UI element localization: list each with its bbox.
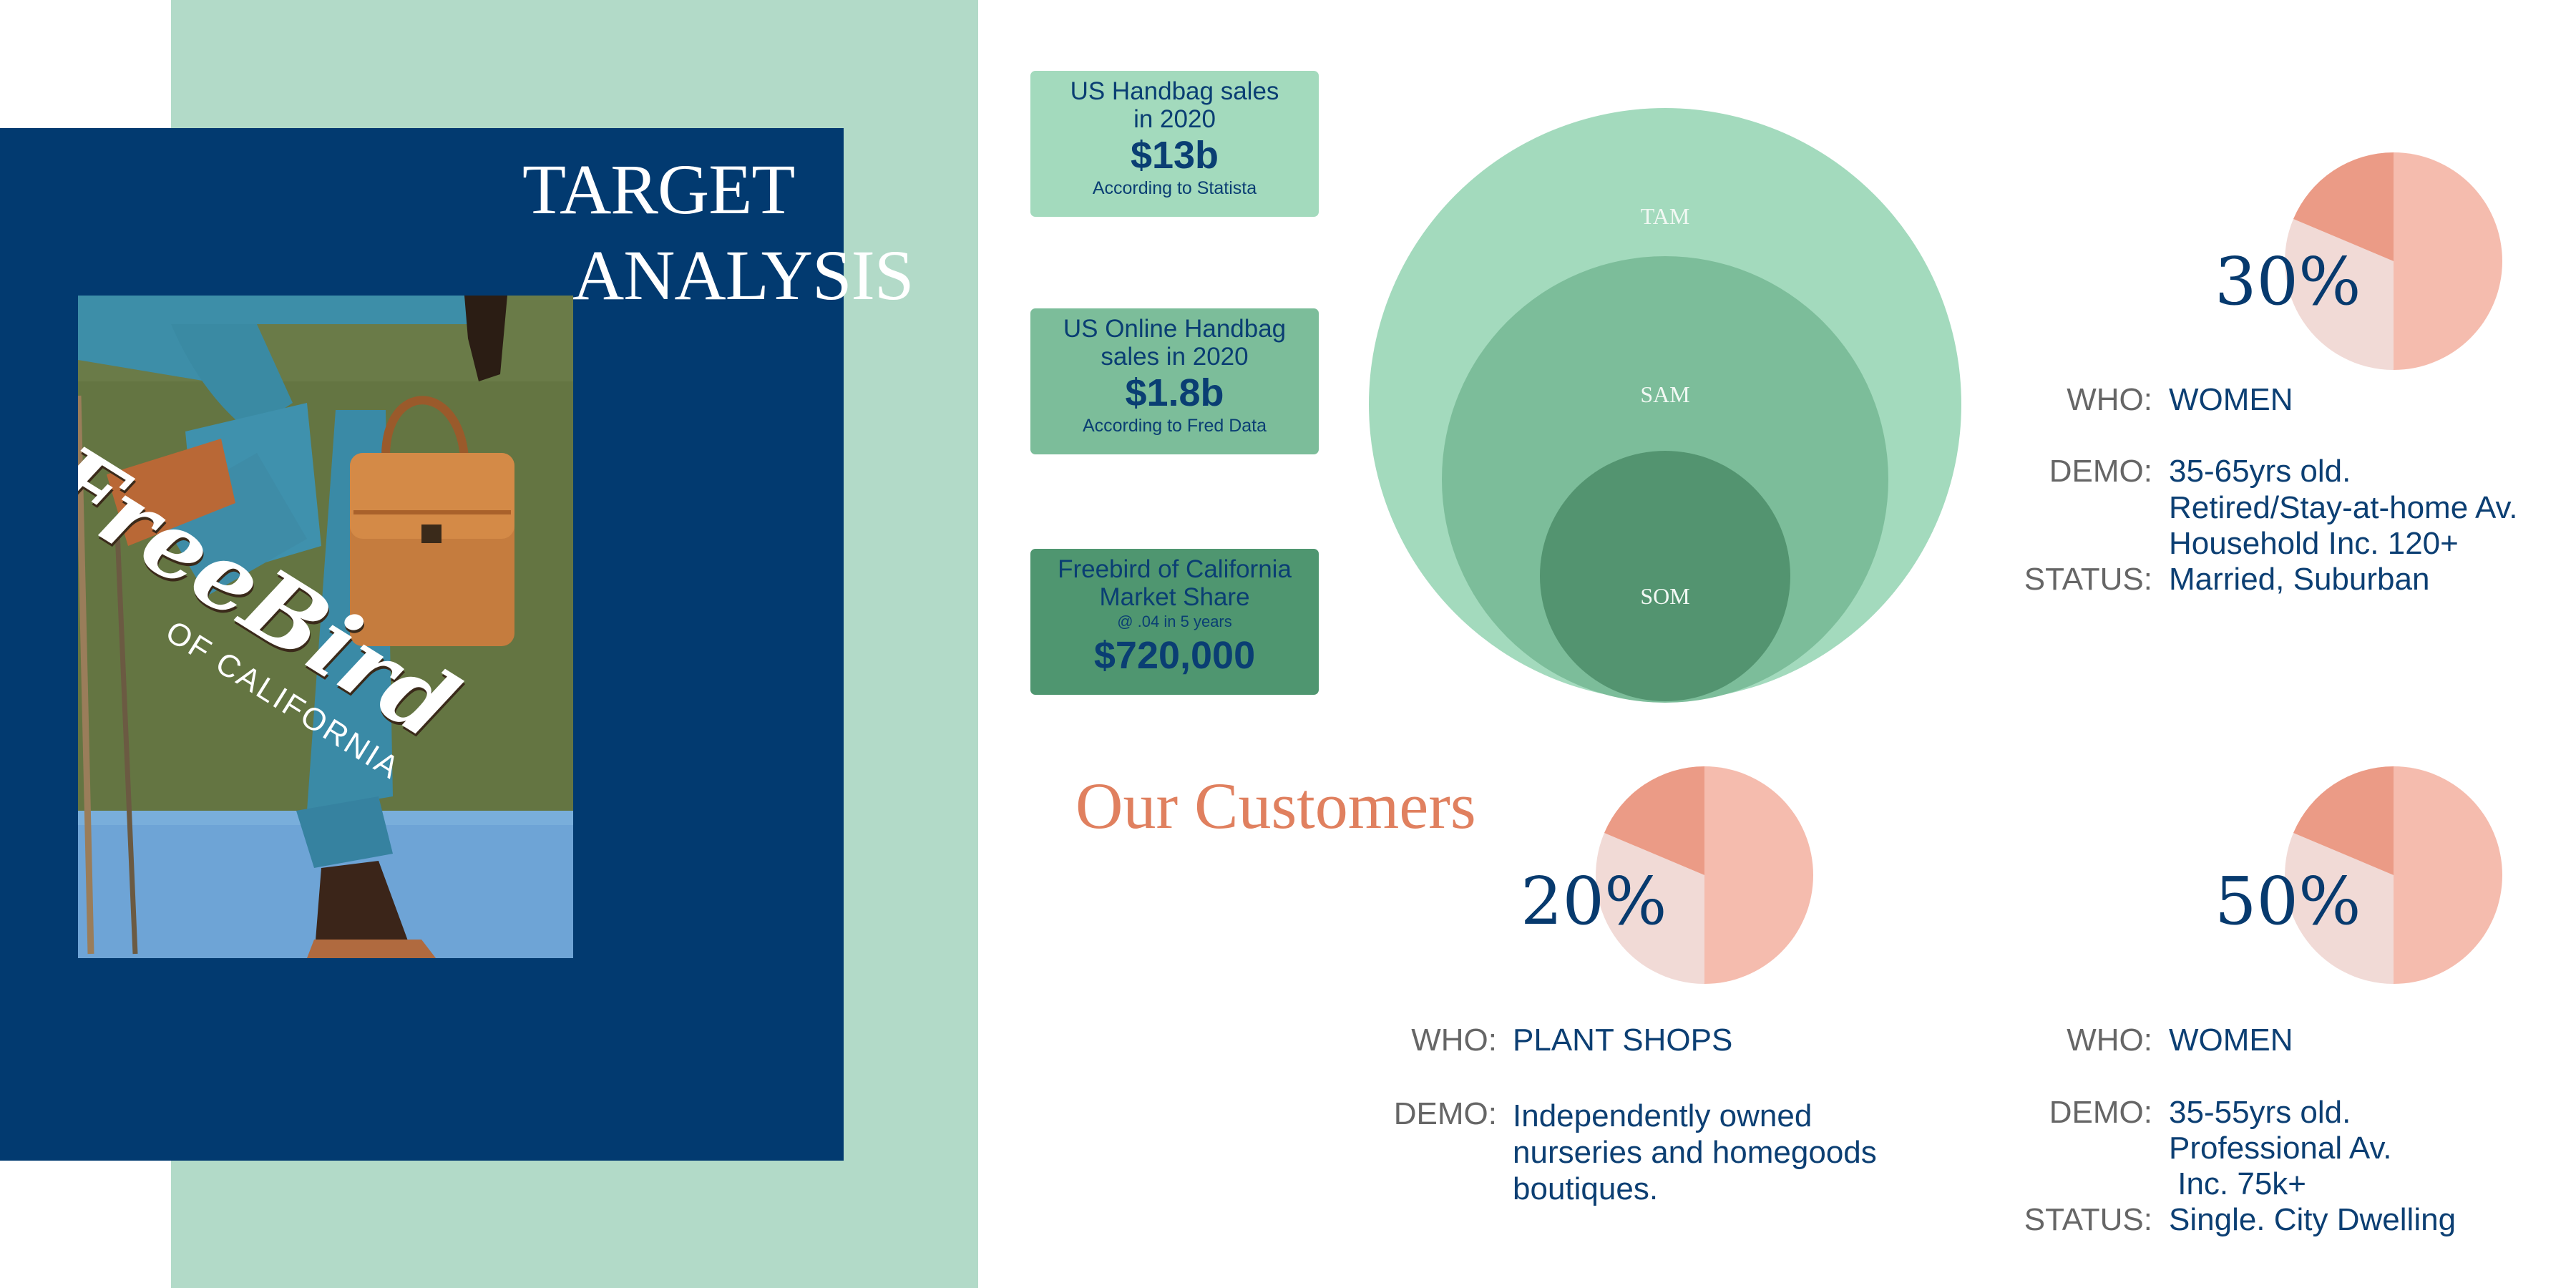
- segment-2-demo-line-2: nurseries and homegoods: [1513, 1135, 1877, 1170]
- tam-sam-som-diagram: TAM SAM SOM: [1369, 108, 1961, 703]
- segment-percent-50: 50%: [2215, 863, 2361, 940]
- customer-pie-plant-shops: [1596, 766, 1813, 984]
- segment-percent-20: 20%: [1521, 863, 1667, 940]
- segment-1-status-label: STATUS:: [2024, 562, 2152, 597]
- som-circle: [1540, 451, 1790, 701]
- segment-1-demo-line-1: 35-65yrs old.: [2169, 454, 2351, 489]
- stat-card-line-2: Market Share: [1099, 582, 1250, 611]
- segment-2-demo-label: DEMO:: [1393, 1096, 1497, 1131]
- segment-3-status-label: STATUS:: [2024, 1202, 2152, 1237]
- tam-label: TAM: [1641, 203, 1690, 229]
- handbag-photo: FreeBird OF CALIFORNIA: [78, 296, 573, 958]
- stat-card-market-share: Freebird of California Market Share @ .0…: [1030, 549, 1319, 695]
- segment-1-demo-line-2: Retired/Stay-at-home Av.: [2169, 490, 2518, 525]
- customer-pie-women-suburban: [2285, 152, 2502, 370]
- customers-heading: Our Customers: [1075, 769, 1476, 842]
- stat-card-line-2: in 2020: [1133, 104, 1216, 133]
- segment-3-demo-line-1: 35-55yrs old.: [2169, 1095, 2351, 1130]
- segment-2-demo-line-1: Independently owned: [1513, 1098, 1813, 1133]
- stat-card-value: $720,000: [1093, 633, 1256, 677]
- segment-1-who-value: WOMEN: [2169, 382, 2293, 417]
- stat-card-value: $1.8b: [1125, 371, 1224, 414]
- stat-card-line-1: US Online Handbag: [1063, 315, 1287, 343]
- segment-3-demo-label: DEMO:: [2049, 1095, 2152, 1130]
- handbag-illustration: [78, 296, 573, 958]
- customer-pie-women-city: [2285, 766, 2502, 984]
- stat-card-line-1: US Handbag sales: [1070, 77, 1279, 105]
- segment-1-demo-label: DEMO:: [2049, 454, 2152, 489]
- segment-2-who-value: PLANT SHOPS: [1513, 1023, 1733, 1058]
- segment-1-demo-line-3: Household Inc. 120+: [2169, 526, 2459, 561]
- som-label: SOM: [1640, 583, 1689, 609]
- segment-2-who-label: WHO:: [1411, 1023, 1497, 1058]
- page-title-line-2: ANALYSIS: [572, 235, 914, 315]
- stat-card-note: According to Fred Data: [1082, 416, 1267, 436]
- segment-3-status-value: Single. City Dwelling: [2169, 1202, 2457, 1237]
- segment-3-demo-line-3: Inc. 75k+: [2169, 1166, 2307, 1201]
- segment-percent-30: 30%: [2215, 243, 2361, 320]
- stat-card-note: According to Statista: [1092, 178, 1257, 199]
- stat-card-note: @ .04 in 5 years: [1117, 613, 1232, 630]
- segment-1-who-label: WHO:: [2067, 382, 2152, 417]
- segment-3-who-label: WHO:: [2067, 1023, 2152, 1058]
- segment-2-demo-line-3: boutiques.: [1513, 1171, 1659, 1206]
- stat-card-line-2: sales in 2020: [1101, 342, 1249, 371]
- stat-card-value: $13b: [1130, 134, 1219, 177]
- sam-label: SAM: [1640, 381, 1689, 407]
- page-title-line-1: TARGET: [522, 150, 795, 229]
- segment-3-who-value: WOMEN: [2169, 1023, 2293, 1058]
- stat-card-line-1: Freebird of California: [1058, 555, 1292, 583]
- segment-3-demo-line-2: Professional Av.: [2169, 1131, 2392, 1166]
- segment-1-status-value: Married, Suburban: [2169, 562, 2430, 597]
- stat-card-handbag-sales: US Handbag sales in 2020 $13b According …: [1030, 71, 1319, 217]
- stat-card-online-sales: US Online Handbag sales in 2020 $1.8b Ac…: [1030, 308, 1319, 454]
